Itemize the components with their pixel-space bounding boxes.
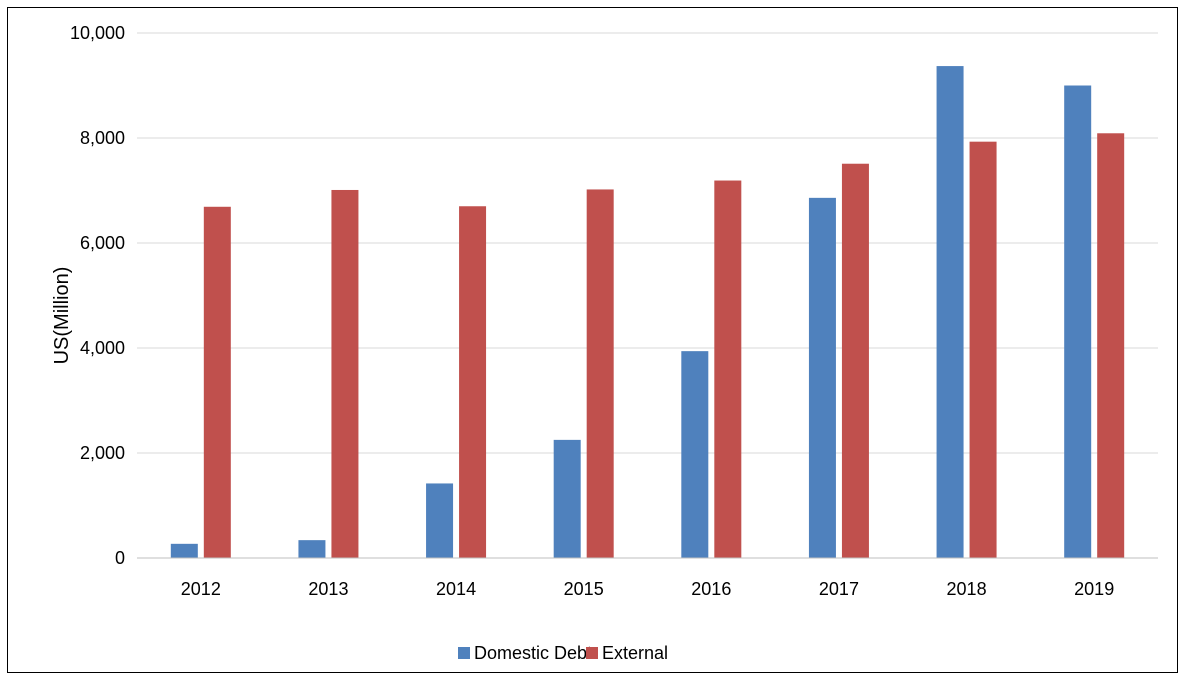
legend-swatch-domestic-debt — [458, 647, 470, 659]
x-tick-label: 2014 — [436, 579, 476, 599]
x-tick-label: 2017 — [819, 579, 859, 599]
bar-external-2012 — [203, 206, 231, 558]
legend-label: Domestic Debt — [474, 643, 592, 663]
x-tick-label: 2018 — [947, 579, 987, 599]
gridlines — [137, 32, 1158, 454]
y-tick-label: 8,000 — [80, 128, 125, 148]
legend-swatch-external — [586, 647, 598, 659]
bar-domestic-debt-2016 — [681, 351, 709, 558]
x-tick-label: 2015 — [564, 579, 604, 599]
y-tick-label: 0 — [115, 548, 125, 568]
x-tick-label: 2013 — [308, 579, 348, 599]
bar-domestic-debt-2017 — [808, 197, 836, 558]
y-axis-title: US(Million) — [51, 267, 73, 365]
y-tick-label: 4,000 — [80, 338, 125, 358]
legend-label: External — [602, 643, 668, 663]
x-tick-label: 2019 — [1074, 579, 1114, 599]
bar-domestic-debt-2013 — [298, 540, 326, 558]
x-tick-labels: 2012 2013 2014 2015 2016 2017 2018 2019 — [181, 579, 1114, 599]
x-tick-label: 2012 — [181, 579, 221, 599]
bar-external-2014 — [459, 206, 487, 558]
bar-domestic-debt-2015 — [553, 439, 581, 558]
y-tick-label: 6,000 — [80, 233, 125, 253]
bar-external-2019 — [1097, 133, 1125, 558]
bar-domestic-debt-2018 — [936, 66, 964, 558]
y-tick-labels: 0 2,000 4,000 6,000 8,000 10,000 — [70, 23, 125, 568]
bar-domestic-debt-2012 — [170, 543, 198, 558]
bar-external-2018 — [969, 141, 997, 559]
bar-domestic-debt-2019 — [1064, 85, 1092, 558]
x-tick-label: 2016 — [691, 579, 731, 599]
bars — [170, 66, 1125, 559]
legend: Domestic Debt External — [458, 643, 668, 663]
bar-domestic-debt-2014 — [426, 483, 454, 558]
y-tick-label: 2,000 — [80, 443, 125, 463]
bar-external-2017 — [841, 163, 869, 558]
bar-external-2013 — [331, 189, 359, 558]
bar-external-2015 — [586, 189, 614, 558]
y-tick-label: 10,000 — [70, 23, 125, 43]
bar-external-2016 — [714, 180, 742, 558]
